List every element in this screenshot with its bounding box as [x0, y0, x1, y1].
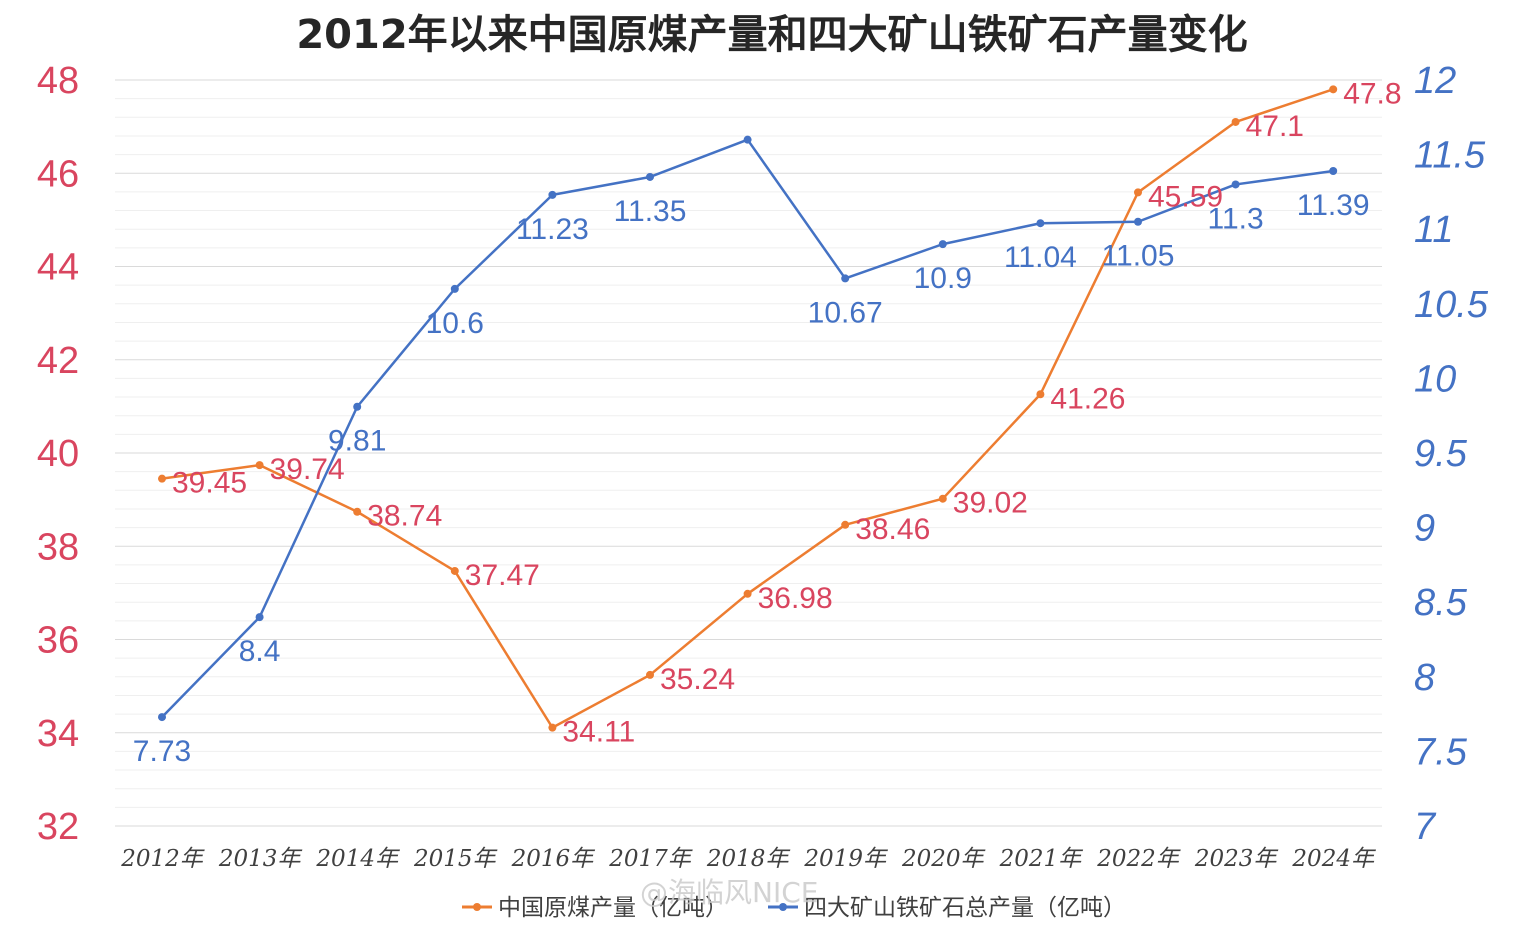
y-right-tick-label: 10.5 — [1414, 284, 1489, 326]
data-label-iron: 9.81 — [328, 425, 386, 458]
chart-title: 2012年以来中国原煤产量和四大矿山铁矿石产量变化 — [296, 12, 1247, 58]
point-iron — [158, 713, 166, 722]
point-coal — [1134, 188, 1142, 197]
data-label-coal: 47.8 — [1343, 77, 1401, 110]
data-label-iron: 11.39 — [1297, 189, 1370, 222]
data-label-coal: 41.26 — [1050, 382, 1125, 415]
data-label-iron: 10.9 — [914, 262, 972, 295]
y-right-tick-label: 10 — [1414, 358, 1456, 400]
point-iron — [1231, 180, 1240, 189]
y-left-tick-label: 46 — [37, 153, 79, 195]
x-tick-label: 2021年 — [999, 846, 1084, 872]
point-coal — [255, 461, 264, 470]
point-iron — [646, 172, 654, 181]
x-tick-label: 2022年 — [1096, 846, 1181, 872]
point-iron — [1329, 167, 1338, 176]
point-coal — [743, 589, 752, 598]
series-layer — [158, 85, 1338, 732]
x-axis: 2012年 2013年 2014年 2015年 2016年 2017年 2018年 2019年… — [120, 846, 1376, 872]
x-tick-label: 2013年 — [218, 846, 303, 872]
point-coal — [1231, 117, 1240, 126]
point-iron — [938, 240, 947, 249]
data-label-iron: 11.35 — [614, 195, 687, 228]
x-tick-label: 2014年 — [315, 846, 400, 872]
point-coal — [646, 670, 654, 679]
data-label-coal: 39.45 — [172, 467, 247, 500]
point-coal — [548, 723, 557, 732]
legend: 中国原煤产量（亿吨） 四大矿山铁矿石总产量（亿吨） — [462, 895, 1126, 921]
y-right-tick-label: 9 — [1414, 508, 1435, 550]
data-label-iron: 10.67 — [808, 296, 883, 329]
y-right-tick-label: 7.5 — [1414, 731, 1468, 773]
data-label-coal: 38.46 — [855, 513, 930, 546]
data-label-coal: 47.1 — [1246, 110, 1304, 143]
legend-label-iron: 四大矿山铁矿石总产量（亿吨） — [804, 895, 1126, 921]
data-label-iron: 11.04 — [1004, 241, 1077, 274]
point-iron — [1036, 219, 1045, 228]
y-right-tick-label: 8.5 — [1414, 582, 1468, 624]
data-label-iron: 11.3 — [1208, 202, 1264, 235]
point-iron — [548, 190, 557, 199]
y-axis-right: 7 7.5 8 8.5 9 9.5 10 10.5 11 11.5 12 — [1414, 60, 1489, 848]
y-right-tick-label: 9.5 — [1414, 433, 1468, 475]
y-left-tick-label: 48 — [37, 60, 79, 102]
gridlines — [115, 79, 1382, 827]
data-label-coal: 36.98 — [758, 582, 833, 615]
x-tick-label: 2016年 — [511, 846, 596, 872]
y-right-tick-label: 12 — [1414, 60, 1456, 102]
data-label-iron: 11.05 — [1102, 240, 1175, 273]
data-label-iron: 8.4 — [239, 635, 281, 668]
data-label-coal: 38.74 — [367, 500, 442, 533]
y-right-tick-label: 8 — [1414, 657, 1435, 699]
y-left-tick-label: 40 — [37, 433, 79, 475]
x-tick-label: 2012年 — [120, 846, 205, 872]
x-tick-label: 2019年 — [803, 846, 888, 872]
point-coal — [841, 520, 850, 529]
x-tick-label: 2015年 — [413, 846, 498, 872]
data-label-iron: 7.73 — [133, 735, 191, 768]
point-iron — [255, 613, 264, 622]
x-tick-label: 2017年 — [608, 846, 693, 872]
point-iron — [743, 135, 752, 144]
y-axis-left: 32 34 36 38 40 42 44 46 48 — [37, 60, 79, 848]
point-coal — [938, 494, 947, 503]
point-coal — [1329, 85, 1338, 94]
data-labels: 39.45 39.74 38.74 37.47 34.11 35.24 36.98 38.46… — [133, 77, 1402, 768]
x-tick-label: 2020年 — [901, 846, 986, 872]
x-tick-label: 2023年 — [1194, 846, 1279, 872]
data-label-coal: 34.11 — [562, 716, 635, 749]
point-iron — [841, 274, 850, 283]
point-coal — [450, 566, 459, 575]
y-right-tick-label: 7 — [1414, 806, 1437, 848]
y-right-tick-label: 11 — [1414, 209, 1453, 251]
y-left-tick-label: 38 — [37, 526, 79, 568]
legend-marker-iron — [779, 903, 787, 911]
data-label-coal: 35.24 — [660, 663, 735, 696]
data-label-coal: 39.02 — [953, 487, 1028, 520]
data-label-iron: 10.6 — [426, 307, 484, 340]
data-label-coal: 39.74 — [270, 453, 345, 486]
y-left-tick-label: 36 — [37, 620, 79, 662]
point-iron — [450, 284, 459, 293]
data-label-coal: 37.47 — [465, 559, 540, 592]
point-iron — [353, 402, 362, 411]
y-left-tick-label: 34 — [37, 713, 79, 755]
watermark: @海临风NICE — [640, 876, 818, 909]
legend-label-coal: 中国原煤产量（亿吨） — [498, 895, 728, 921]
y-left-tick-label: 32 — [37, 806, 79, 848]
x-tick-label: 2018年 — [706, 846, 791, 872]
data-label-iron: 11.23 — [516, 213, 589, 246]
y-right-tick-label: 11.5 — [1414, 135, 1486, 177]
data-label-coal: 45.59 — [1148, 180, 1223, 213]
point-coal — [158, 474, 166, 483]
y-left-tick-label: 44 — [37, 247, 79, 289]
point-coal — [353, 507, 362, 516]
y-left-tick-label: 42 — [37, 340, 79, 382]
point-iron — [1134, 217, 1142, 226]
legend-marker-coal — [473, 903, 481, 911]
x-tick-label: 2024年 — [1291, 846, 1376, 872]
point-coal — [1036, 390, 1045, 399]
